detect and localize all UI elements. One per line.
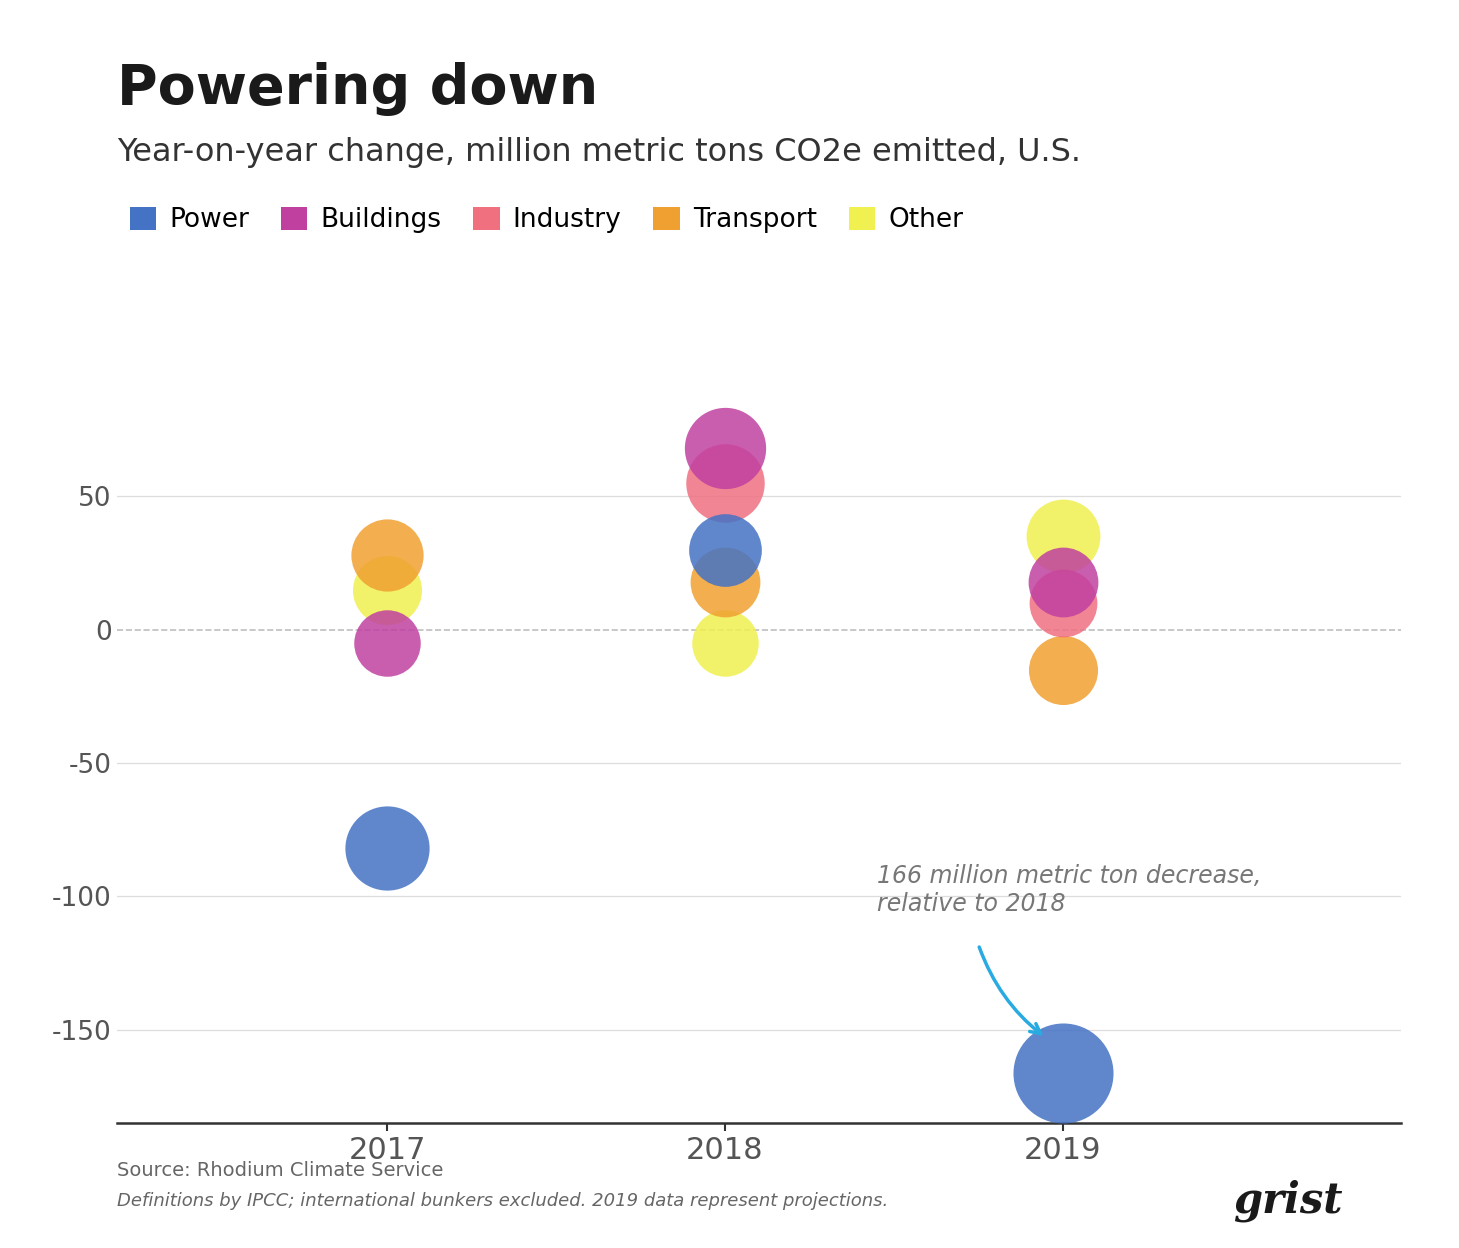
- Point: [713, 539, 737, 559]
- Text: 166 million metric ton decrease,
relative to 2018: 166 million metric ton decrease, relativ…: [877, 865, 1262, 916]
- Legend: Power, Buildings, Industry, Transport, Other: Power, Buildings, Industry, Transport, O…: [130, 207, 963, 233]
- Text: Definitions by IPCC; international bunkers excluded. 2019 data represent project: Definitions by IPCC; international bunke…: [117, 1192, 889, 1209]
- Point: [1050, 593, 1074, 613]
- Point: [375, 545, 398, 565]
- Text: Powering down: Powering down: [117, 62, 598, 116]
- Point: [375, 633, 398, 653]
- Point: [713, 572, 737, 592]
- Point: [375, 579, 398, 599]
- Point: [713, 438, 737, 458]
- Point: [1050, 527, 1074, 547]
- Point: [1050, 572, 1074, 592]
- Point: [1050, 660, 1074, 680]
- Point: [375, 839, 398, 859]
- Point: [713, 473, 737, 493]
- Text: grist: grist: [1233, 1179, 1342, 1222]
- Point: [1050, 1062, 1074, 1082]
- Text: Source: Rhodium Climate Service: Source: Rhodium Climate Service: [117, 1161, 444, 1179]
- Point: [713, 633, 737, 653]
- Text: Year-on-year change, million metric tons CO2e emitted, U.S.: Year-on-year change, million metric tons…: [117, 137, 1081, 168]
